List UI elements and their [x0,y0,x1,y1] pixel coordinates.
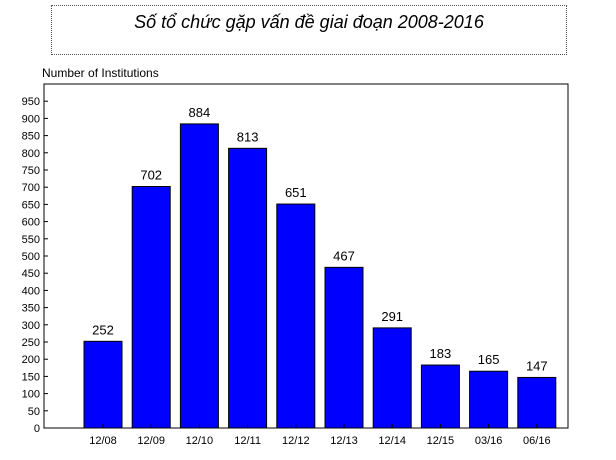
x-tick-label: 06/16 [523,435,551,447]
y-tick-label: 400 [22,285,40,297]
y-tick-label: 100 [22,389,40,401]
x-tick-label: 12/15 [427,435,455,447]
bar [228,147,268,429]
bar [420,364,460,429]
y-tick-label: 800 [22,148,40,160]
bar [83,340,123,429]
bar [517,376,557,429]
bar-value-label: 147 [526,358,548,373]
bar [179,123,219,429]
bar [131,186,171,429]
x-tick-label: 12/08 [89,435,117,447]
bar-value-label: 884 [189,105,211,120]
y-axis-title: Number of Institutions [42,66,159,80]
y-tick-label: 0 [34,423,40,435]
y-tick-label: 300 [22,320,40,332]
bar-value-label: 467 [333,248,355,263]
y-tick-label: 150 [22,371,40,383]
y-tick-label: 950 [22,96,40,108]
chart-title-box: Số tổ chức gặp vấn đề giai đoạn 2008-201… [51,5,567,55]
y-tick-label: 200 [22,354,40,366]
y-tick-label: 850 [22,131,40,143]
bar [372,327,412,429]
y-tick-label: 500 [22,251,40,263]
x-tick-label: 12/14 [378,435,406,447]
y-tick-label: 250 [22,337,40,349]
y-tick-label: 900 [22,113,40,125]
bar-value-label: 183 [430,346,452,361]
y-tick-label: 450 [22,268,40,280]
y-tick-label: 50 [28,406,40,418]
bar-value-label: 813 [237,129,259,144]
y-tick-label: 700 [22,182,40,194]
bar [276,203,316,429]
x-tick-label: 12/13 [330,435,358,447]
bar [324,266,364,429]
x-tick-label: 12/11 [234,435,261,447]
bar-value-label: 702 [140,168,162,183]
x-tick-label: 12/12 [282,435,310,447]
bar-value-label: 291 [381,309,403,324]
bar-value-label: 252 [92,322,114,337]
bar-value-label: 165 [478,352,500,367]
bar-value-label: 651 [285,185,307,200]
x-tick-label: 12/10 [186,435,214,447]
chart-title: Số tổ chức gặp vấn đề giai đoạn 2008-201… [134,12,484,32]
y-tick-label: 650 [22,199,40,211]
y-tick-label: 350 [22,303,40,315]
y-tick-label: 550 [22,234,40,246]
y-tick-label: 750 [22,165,40,177]
bar [469,370,509,429]
x-tick-label: 12/09 [137,435,165,447]
x-tick-label: 03/16 [475,435,503,447]
y-tick-label: 600 [22,217,40,229]
